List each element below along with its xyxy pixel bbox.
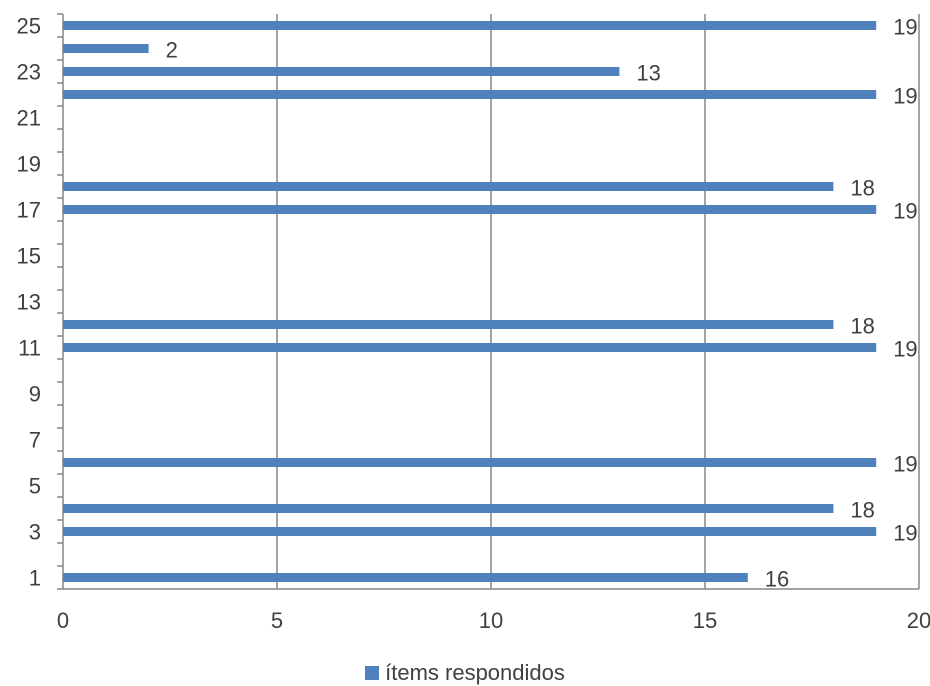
y-tick-label-3: 3 xyxy=(29,520,41,545)
y-tick-label-21: 21 xyxy=(17,106,41,131)
bar-22 xyxy=(63,90,877,99)
legend-label: ítems respondidos xyxy=(385,660,565,685)
data-label-17: 19 xyxy=(893,199,917,224)
data-label-24: 2 xyxy=(166,38,178,63)
y-tick-label-7: 7 xyxy=(29,428,41,453)
data-label-22: 19 xyxy=(893,84,917,109)
bar-6 xyxy=(63,458,877,467)
legend: ítems respondidos xyxy=(0,660,930,686)
y-tick-label-25: 25 xyxy=(17,14,41,39)
data-label-11: 19 xyxy=(893,337,917,362)
bar-24 xyxy=(63,44,149,53)
y-tick-label-9: 9 xyxy=(29,382,41,407)
bar-11 xyxy=(63,343,877,352)
y-tick-label-1: 1 xyxy=(29,566,41,591)
data-label-25: 19 xyxy=(893,15,917,40)
data-label-6: 19 xyxy=(893,452,917,477)
x-tick-label-5: 5 xyxy=(271,608,283,633)
y-tick-label-23: 23 xyxy=(17,60,41,85)
bar-12 xyxy=(63,320,834,329)
y-tick-label-13: 13 xyxy=(17,290,41,315)
data-label-12: 18 xyxy=(850,314,874,339)
data-label-1: 16 xyxy=(765,567,789,592)
bar-17 xyxy=(63,205,877,214)
bar-18 xyxy=(63,182,834,191)
bar-25 xyxy=(63,21,877,30)
bar-23 xyxy=(63,67,620,76)
bar-1 xyxy=(63,573,748,582)
y-tick-label-11: 11 xyxy=(18,336,41,361)
x-tick-label-0: 0 xyxy=(57,608,69,633)
bar-3 xyxy=(63,527,877,536)
data-label-3: 19 xyxy=(893,521,917,546)
bar-4 xyxy=(63,504,834,513)
data-label-4: 18 xyxy=(850,498,874,523)
gridlines xyxy=(276,14,920,589)
y-tick-label-17: 17 xyxy=(17,198,41,223)
x-tick-label-10: 10 xyxy=(479,608,503,633)
data-label-23: 13 xyxy=(636,61,660,86)
legend-swatch xyxy=(365,666,380,680)
x-tick-label-20: 20 xyxy=(907,608,930,633)
bars xyxy=(63,21,877,582)
data-label-18: 18 xyxy=(850,176,874,201)
x-tick-label-15: 15 xyxy=(693,608,717,633)
y-tick-label-15: 15 xyxy=(17,244,41,269)
y-tick-label-5: 5 xyxy=(29,474,41,499)
y-tick-label-19: 19 xyxy=(17,152,41,177)
data-labels: 16 19 18 19 19 18 19 18 19 13 2 19 xyxy=(166,15,918,592)
